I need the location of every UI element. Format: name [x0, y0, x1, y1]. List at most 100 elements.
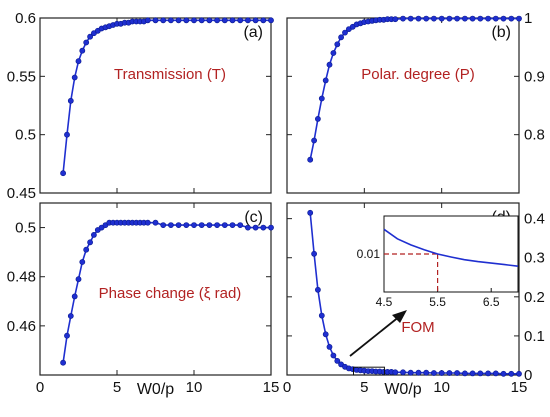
inset-x-tick-label: 4.5: [376, 295, 393, 309]
data-point: [430, 370, 437, 376]
x-axis-label: W0/p: [384, 381, 421, 398]
data-point: [75, 58, 82, 65]
y-tick-label: 0.4: [524, 211, 545, 228]
data-point: [64, 332, 70, 339]
x-tick-label: 15: [511, 379, 528, 396]
data-point: [326, 61, 333, 68]
data-point: [516, 15, 522, 22]
data-point: [87, 33, 93, 40]
x-tick-label: 10: [186, 379, 203, 396]
data-point: [268, 17, 274, 24]
y-tick-label: 0.48: [7, 269, 36, 286]
series-line: [62, 19, 271, 174]
data-point: [206, 17, 213, 24]
data-point: [83, 246, 90, 253]
data-point: [198, 17, 205, 24]
data-point: [214, 17, 220, 24]
zoom-arrow-head: [392, 310, 407, 323]
data-point: [79, 47, 86, 54]
data-point: [314, 116, 321, 122]
data-point: [342, 29, 348, 36]
inset-series-line: [383, 228, 519, 267]
data-point: [338, 34, 344, 41]
y-tick-label: 0.46: [7, 318, 36, 335]
y-tick-label: 0.1: [524, 328, 545, 345]
data-point: [423, 369, 430, 376]
data-point: [322, 331, 329, 338]
data-point: [183, 17, 190, 24]
data-point: [175, 222, 182, 228]
data-point: [229, 17, 236, 24]
data-point: [415, 369, 422, 376]
data-point: [229, 222, 236, 228]
data-point: [91, 231, 97, 238]
data-point: [508, 370, 515, 377]
data-point: [244, 224, 251, 231]
data-point: [334, 41, 341, 48]
data-point: [160, 17, 167, 24]
data-point: [500, 15, 507, 22]
data-point: [60, 359, 66, 366]
data-point: [454, 370, 460, 376]
data-point: [252, 224, 259, 231]
panel-label: (b): [491, 24, 511, 41]
panel-d: 05101500.10.20.30.4(d)FOMW0/p4.55.56.50.…: [283, 202, 545, 398]
data-point: [252, 17, 259, 24]
data-point: [446, 370, 453, 376]
data-point: [438, 370, 445, 376]
data-point: [469, 15, 476, 22]
data-point: [392, 16, 399, 23]
data-point: [67, 313, 74, 319]
x-tick-label: 15: [263, 379, 280, 396]
data-point: [485, 370, 491, 377]
data-point: [400, 15, 406, 22]
data-point: [260, 224, 267, 231]
data-point: [237, 222, 244, 228]
data-point: [492, 370, 499, 377]
y-tick-label: 0.5: [15, 127, 36, 144]
data-point: [75, 276, 82, 283]
panel-title: Phase change (ξ rad): [99, 285, 242, 302]
data-point: [160, 222, 167, 228]
panel-title: Polar. degree (P): [361, 66, 474, 83]
data-point: [500, 370, 507, 377]
panel-label: (a): [243, 24, 263, 41]
data-point: [268, 224, 274, 231]
data-point: [244, 17, 251, 24]
data-point: [237, 17, 244, 24]
panel-c: 0 5 10 15 0.46 0.48 0.5 (c) Phase change (ξ rad)…: [7, 202, 280, 398]
data-point: [516, 370, 522, 377]
y-tick-label: 0.45: [7, 185, 36, 202]
data-point: [334, 357, 341, 364]
x-tick-label: 0: [36, 379, 44, 396]
data-point: [206, 222, 213, 228]
data-point: [407, 369, 414, 376]
data-point: [198, 222, 205, 228]
y-tick-label: 0.3: [524, 250, 545, 267]
data-point: [461, 15, 468, 22]
x-tick-label: 5: [113, 379, 121, 396]
data-point: [260, 17, 267, 24]
data-point: [492, 15, 499, 22]
inset-plot: 4.5 5.5 6.5 0.01: [349, 215, 519, 376]
data-point: [477, 370, 484, 377]
data-point: [477, 15, 484, 22]
data-point: [67, 97, 74, 104]
data-point: [79, 259, 86, 265]
data-point: [167, 222, 174, 228]
data-point: [400, 369, 406, 376]
data-point: [71, 293, 78, 300]
data-point: [423, 15, 430, 22]
data-point: [191, 17, 197, 24]
data-point: [392, 369, 399, 376]
data-point: [446, 15, 453, 22]
data-point: [221, 222, 228, 228]
x-tick-label: 0: [283, 379, 291, 396]
data-point: [322, 77, 329, 84]
data-point: [311, 137, 317, 144]
data-point: [469, 370, 476, 377]
plot-frame: [39, 202, 272, 376]
data-point: [144, 17, 151, 24]
data-point: [430, 15, 437, 22]
